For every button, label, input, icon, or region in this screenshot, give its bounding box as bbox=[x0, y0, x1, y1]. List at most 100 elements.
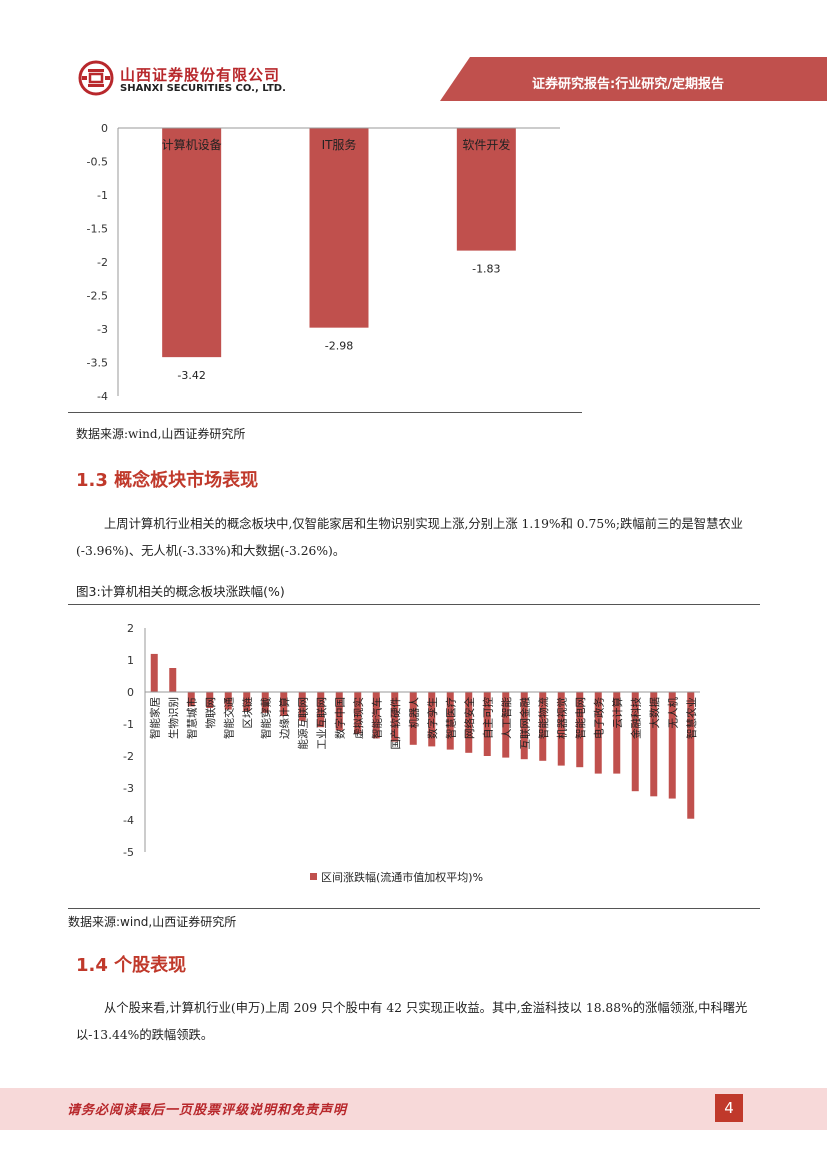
chart1-y-tick: -1.5 bbox=[87, 223, 108, 236]
chart2-category-label: 智慧城市 bbox=[185, 697, 198, 739]
chart1-bar bbox=[456, 128, 516, 251]
company-name-cn: 山西证券股份有限公司 bbox=[120, 66, 281, 84]
chart2-category-label: 电子政务 bbox=[592, 697, 605, 739]
chart2-bar bbox=[224, 692, 232, 710]
chart2-bar bbox=[539, 692, 547, 761]
chart1-y-tick: -4 bbox=[97, 390, 108, 403]
chart2-bar bbox=[465, 692, 473, 753]
chart2-category-label: 人工智能 bbox=[500, 697, 513, 739]
chart2-category-label: 智能家居 bbox=[148, 697, 161, 739]
chart2-bar bbox=[687, 692, 695, 819]
figure-3-top-rule bbox=[68, 604, 760, 605]
chart2-y-tick: 2 bbox=[127, 622, 134, 635]
chart2-bar bbox=[187, 692, 195, 707]
chart2-legend-label: 区间涨跌幅(流通市值加权平均)% bbox=[321, 870, 483, 884]
figure-3-source: 数据来源:wind,山西证券研究所 bbox=[68, 915, 237, 929]
chart2-category-label: 边缘计算 bbox=[278, 697, 291, 739]
chart2-bar bbox=[335, 692, 343, 731]
chart1-data-label: -1.83 bbox=[472, 263, 500, 276]
chart2-category-label: 数字中国 bbox=[333, 697, 346, 739]
chart1-y-tick: -1 bbox=[97, 189, 108, 202]
report-type-tag: 证券研究报告:行业研究/定期报告 bbox=[532, 77, 724, 92]
chart2-y-tick: -1 bbox=[123, 718, 134, 731]
chart2-y-tick: -3 bbox=[123, 782, 134, 795]
page-number: 4 bbox=[715, 1094, 743, 1122]
chart2-category-label: 云计算 bbox=[611, 697, 624, 729]
chart1-y-tick: -3.5 bbox=[87, 357, 108, 370]
chart2-category-label: 虚拟现实 bbox=[352, 697, 365, 739]
chart2-category-label: 网络安全 bbox=[463, 697, 476, 739]
chart2-category-label: 工业互联网 bbox=[316, 697, 328, 750]
header-band bbox=[440, 57, 827, 101]
chart2-y-tick: -5 bbox=[123, 846, 134, 859]
chart2-category-label: 自主可控 bbox=[481, 697, 494, 739]
chart2-category-label: 智慧医疗 bbox=[444, 697, 457, 739]
section-1-3-paragraph: 上周计算机行业相关的概念板块中,仅智能家居和生物识别实现上涨,分别上涨 1.19… bbox=[76, 517, 743, 558]
chart1-data-label: -3.42 bbox=[177, 369, 205, 382]
chart2-bar bbox=[668, 692, 676, 799]
chart2-bar bbox=[354, 692, 362, 734]
chart2-bar bbox=[483, 692, 491, 756]
chart2-bar bbox=[391, 692, 399, 742]
chart1-y-tick: 0 bbox=[101, 122, 108, 135]
chart1-y-tick: -2.5 bbox=[87, 290, 108, 303]
chart2-category-label: 大数据 bbox=[648, 697, 661, 729]
chart1-bar bbox=[162, 128, 222, 358]
chart1-category-label: IT服务 bbox=[322, 137, 357, 152]
chart1-divider bbox=[68, 412, 582, 413]
chart2-category-label: 互联网金融 bbox=[518, 697, 531, 750]
chart2-bar bbox=[502, 692, 510, 758]
chart2-category-label: 智能汽车 bbox=[370, 697, 383, 739]
chart2-bar bbox=[446, 692, 454, 750]
chart2-bar bbox=[298, 692, 306, 721]
chart2-y-tick: -4 bbox=[123, 814, 134, 827]
section-1-3-title: 1.3 概念板块市场表现 bbox=[76, 470, 259, 491]
chart2-category-label: 物联网 bbox=[204, 697, 217, 729]
concept-sector-chart: 2 1 0 -1 -2 -3 -4 -5 智能家居 生物识别 智慧城市 物联网 智能交通 区块链 智能穿戴边… bbox=[123, 622, 700, 884]
chart2-bar bbox=[372, 692, 380, 739]
chart1-category-label: 软件开发 bbox=[462, 137, 510, 152]
chart2-bar bbox=[557, 692, 565, 766]
chart2-category-label: 智能电网 bbox=[574, 697, 587, 739]
chart2-bar bbox=[317, 692, 325, 728]
footer-band bbox=[0, 1088, 827, 1130]
chart2-category-label: 无人机 bbox=[666, 697, 679, 729]
chart2-bar bbox=[594, 692, 602, 774]
figure-3-bottom-rule bbox=[68, 908, 760, 909]
chart1-category-label: 计算机设备 bbox=[162, 137, 222, 152]
chart2-bar bbox=[650, 692, 658, 797]
chart1-y-tick: -0.5 bbox=[87, 156, 108, 169]
chart1-source: 数据来源:wind,山西证券研究所 bbox=[76, 427, 246, 441]
chart2-category-label: 智能物流 bbox=[537, 697, 550, 739]
chart1-data-label: -2.98 bbox=[325, 340, 353, 353]
chart2-bar bbox=[409, 692, 417, 745]
chart2-category-label: 智能交通 bbox=[222, 697, 235, 739]
chart2-bar bbox=[206, 692, 214, 708]
chart2-y-tick: -2 bbox=[123, 750, 134, 763]
chart1-bar bbox=[309, 128, 369, 328]
chart2-bar bbox=[243, 692, 251, 712]
chart2-bar bbox=[613, 692, 621, 774]
chart2-y-tick: 1 bbox=[127, 654, 134, 667]
chart2-y-tick: 0 bbox=[127, 686, 134, 699]
chart2-bar bbox=[280, 692, 288, 716]
chart1-y-tick: -3 bbox=[97, 323, 108, 336]
chart2-category-label: 智慧农业 bbox=[685, 697, 698, 739]
chart2-bar bbox=[428, 692, 436, 747]
chart2-category-label: 智能穿戴 bbox=[259, 697, 272, 739]
chart2-category-label: 机器人 bbox=[407, 697, 420, 729]
chart2-legend-swatch bbox=[310, 873, 317, 880]
chart2-category-label: 国产软硬件 bbox=[389, 697, 402, 750]
section-1-4-paragraph: 从个股来看,计算机行业(申万)上周 209 只个股中有 42 只实现正收益。其中… bbox=[76, 1001, 748, 1042]
chart2-bar bbox=[261, 692, 269, 713]
chart2-category-label: 区块链 bbox=[241, 697, 254, 729]
company-logo-icon bbox=[78, 60, 114, 96]
chart2-bar bbox=[576, 692, 584, 768]
company-name-en: SHANXI SECURITIES CO., LTD. bbox=[120, 83, 286, 94]
footer-disclaimer[interactable]: 请务必阅读最后一页股票评级说明和免责声明 bbox=[67, 1103, 348, 1118]
section-1-4-title: 1.4 个股表现 bbox=[76, 955, 187, 976]
chart2-bar bbox=[150, 653, 158, 692]
chart2-bar bbox=[631, 692, 639, 792]
chart2-category-label: 数字孪生 bbox=[426, 697, 439, 739]
chart2-bar bbox=[169, 668, 177, 692]
